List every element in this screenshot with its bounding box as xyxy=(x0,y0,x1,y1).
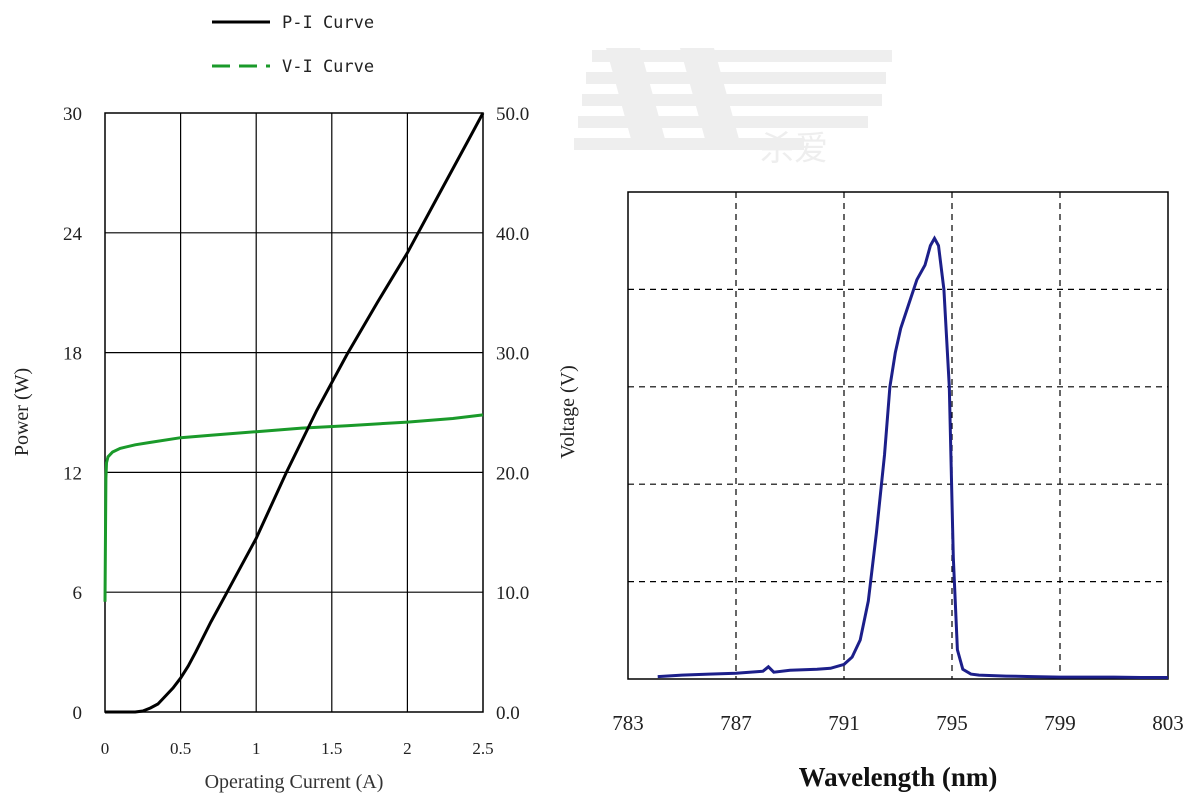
y2-tick-label: 20.0 xyxy=(496,463,529,484)
spectrum-chart: 783 787 791 795 799 803 Wavelength (nm) xyxy=(612,191,1184,792)
spectrum-tick-labels: 783 787 791 795 799 803 xyxy=(612,711,1184,735)
y2-tick-label: 30.0 xyxy=(496,344,529,365)
y-tick-label: 18 xyxy=(63,344,82,365)
pi-vi-tick-labels: 0 0.5 1 1.5 2 2.5 0 6 12 18 24 30 0.0 10.0 20.0 30.0 40.… xyxy=(63,104,529,758)
y2-tick-label: 50.0 xyxy=(496,104,529,125)
x-tick-label: 0.5 xyxy=(170,739,191,758)
x-tick-label: 803 xyxy=(1152,711,1184,735)
x-tick-label: 783 xyxy=(612,711,644,735)
legend-label-vi: V-I Curve xyxy=(282,57,374,77)
y2-tick-label: 0.0 xyxy=(496,703,520,724)
pi-vi-chart: 0 0.5 1 1.5 2 2.5 0 6 12 18 24 30 0.0 10.0 20.0 30.0 40.… xyxy=(11,104,579,793)
x-tick-label: 1 xyxy=(252,739,261,758)
y2-tick-label: 40.0 xyxy=(496,224,529,245)
pi-vi-y-axis-label: Power (W) xyxy=(11,368,33,456)
y-tick-label: 30 xyxy=(63,104,82,125)
spectrum-line xyxy=(657,235,1168,679)
vi-curve-line xyxy=(103,413,484,602)
pi-curve-line xyxy=(105,112,485,714)
pi-vi-x-axis-label: Operating Current (A) xyxy=(205,771,384,793)
x-tick-label: 787 xyxy=(720,711,752,735)
y-tick-label: 0 xyxy=(73,703,83,724)
x-tick-label: 799 xyxy=(1044,711,1076,735)
y-tick-label: 12 xyxy=(63,463,82,484)
x-tick-label: 795 xyxy=(936,711,968,735)
y2-tick-label: 10.0 xyxy=(496,583,529,604)
x-tick-label: 1.5 xyxy=(321,739,342,758)
x-tick-label: 2 xyxy=(403,739,412,758)
spectrum-grid xyxy=(628,192,1168,679)
x-tick-label: 791 xyxy=(828,711,860,735)
legend-label-pi: P-I Curve xyxy=(282,13,374,33)
watermark-text: 杀爱 xyxy=(760,129,828,169)
watermark-logo: 杀爱 xyxy=(574,48,892,169)
spectrum-x-axis-label: Wavelength (nm) xyxy=(799,762,998,792)
legend: P-I Curve V-I Curve xyxy=(212,13,374,77)
y-tick-label: 6 xyxy=(73,583,83,604)
pi-vi-y2-axis-label: Voltage (V) xyxy=(557,365,579,459)
spectrum-plot-frame xyxy=(627,191,1169,680)
y-tick-label: 24 xyxy=(63,224,83,245)
x-tick-label: 2.5 xyxy=(472,739,493,758)
x-tick-label: 0 xyxy=(101,739,110,758)
pi-vi-plot-frame xyxy=(104,112,484,713)
pi-vi-grid xyxy=(105,113,483,712)
